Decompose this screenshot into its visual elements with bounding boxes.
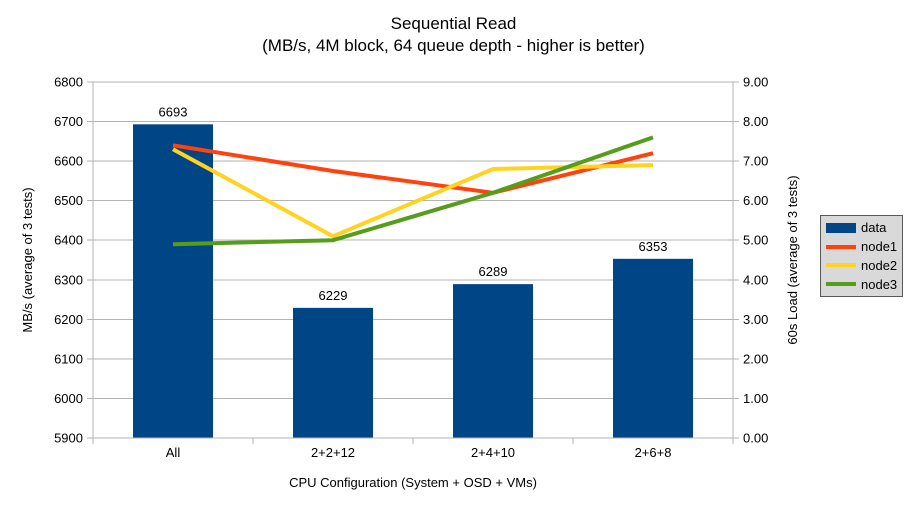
left-axis-tick-label: 6100: [54, 351, 83, 366]
title-block: Sequential Read (MB/s, 4M block, 64 queu…: [0, 13, 907, 57]
x-axis-category-label: All: [166, 445, 181, 460]
left-axis-tick-label: 6500: [54, 193, 83, 208]
legend-swatch-data: [826, 222, 856, 233]
line-node3: [172, 135, 654, 247]
bar-All: [133, 124, 213, 438]
right-axis-tick-label: 2.00: [743, 351, 768, 366]
bar-value-label: 6693: [159, 104, 188, 119]
x-axis-category-label: 2+6+8: [635, 445, 672, 460]
left-axis-tick-label: 6400: [54, 233, 83, 248]
chart-title: Sequential Read: [390, 14, 517, 33]
legend-swatch-node1: [826, 244, 856, 249]
left-axis-title: MB/s (average of 3 tests): [20, 187, 35, 332]
x-axis-category-label: 2+4+10: [471, 445, 515, 460]
legend-swatch-node3: [826, 282, 856, 287]
bar-2+4+10: [453, 284, 533, 438]
right-axis-tick-label: 6.00: [743, 193, 768, 208]
legend-label-node1: node1: [861, 239, 898, 255]
right-axis-tick-label: 3.00: [743, 312, 768, 327]
legend-label-data: data: [861, 220, 887, 236]
left-axis-tick-label: 5900: [54, 431, 83, 446]
right-axis-title: 60s Load (average of 3 tests): [785, 175, 800, 344]
legend-label-node2: node2: [861, 257, 898, 273]
left-axis-tick-label: 6600: [54, 154, 83, 169]
left-axis-tick-label: 6300: [54, 272, 83, 287]
right-axis-tick-label: 1.00: [743, 391, 768, 406]
left-axis-tick-label: 6700: [54, 114, 83, 129]
right-axis-tick-label: 7.00: [743, 154, 768, 169]
right-axis-tick-label: 5.00: [743, 233, 768, 248]
bar-value-label: 6353: [639, 239, 668, 254]
legend: data node1 node2 node3: [820, 215, 903, 297]
legend-item-node3: node3: [826, 275, 902, 293]
right-axis-tick-label: 8.00: [743, 114, 768, 129]
legend-item-node1: node1: [826, 238, 902, 256]
legend-item-node2: node2: [826, 256, 902, 274]
x-axis-title: CPU Configuration (System + OSD + VMs): [289, 475, 537, 490]
bar-value-label: 6289: [479, 264, 508, 279]
right-axis-tick-label: 0.00: [743, 431, 768, 446]
left-axis-tick-label: 6800: [54, 75, 83, 90]
left-axis-tick-label: 6000: [54, 391, 83, 406]
x-axis-category-label: 2+2+12: [311, 445, 355, 460]
legend-item-data: data: [826, 219, 902, 237]
bar-2+6+8: [613, 258, 693, 438]
line-node1: [172, 143, 654, 195]
bar-2+2+12: [293, 307, 373, 438]
bar-value-label: 6229: [319, 288, 348, 303]
legend-label-node3: node3: [861, 276, 898, 292]
chart-subtitle: (MB/s, 4M block, 64 queue depth - higher…: [262, 36, 645, 55]
left-axis-tick-label: 6200: [54, 312, 83, 327]
right-axis-tick-label: 9.00: [743, 75, 768, 90]
legend-swatch-node2: [826, 263, 856, 268]
right-axis-tick-label: 4.00: [743, 272, 768, 287]
